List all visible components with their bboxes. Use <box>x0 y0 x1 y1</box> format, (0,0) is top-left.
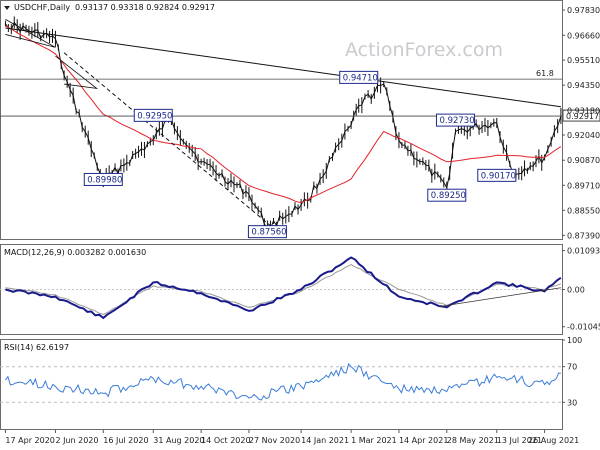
price-annotation-box <box>339 70 379 84</box>
watermark: ActionForex.com <box>345 39 503 61</box>
x-tick-label: 13 Jul 2021 <box>497 436 542 445</box>
x-tick-label: 14 Apr 2021 <box>399 436 448 445</box>
price-series-line <box>4 21 562 230</box>
rsi-title: RSI(14) 62.6197 <box>4 343 69 352</box>
trendline <box>63 52 275 230</box>
price-y-tick-label: 0.88550 <box>567 206 600 215</box>
trendline <box>5 27 561 108</box>
ohlc-values: 0.93137 0.93318 0.92824 0.92917 <box>75 3 215 12</box>
rsi-plot <box>0 362 562 403</box>
price-annotation-box <box>435 113 475 127</box>
x-tick-label: 17 Apr 2020 <box>5 436 54 445</box>
macd-y-tick-label: 0.010935 <box>567 247 600 256</box>
price-y-tick-label: 0.89710 <box>567 181 600 190</box>
x-tick-label: 14 Jan 2021 <box>301 436 349 445</box>
price-annotation-label: 0.89250 <box>431 191 466 201</box>
macd-plot <box>0 256 562 320</box>
macd-title: MACD(12,26,9) 0.003282 0.001630 <box>4 248 146 257</box>
x-tick-label: 1 Mar 2021 <box>351 436 397 445</box>
price-annotation-label: 0.92730 <box>439 116 474 126</box>
price-y-tick-label: 0.95510 <box>567 56 600 65</box>
macd-y-tick-label: 0.00 <box>567 286 585 295</box>
price-annotation-box <box>477 168 517 182</box>
x-tick-label: 28 May 2021 <box>447 436 499 445</box>
price-plot: 61.8 0.92917 0.94710 0.92950 0.92730 0.89980 0… <box>0 16 600 239</box>
collapse-triangle-icon[interactable] <box>4 6 10 10</box>
rsi-y-tick-label: 70 <box>567 363 577 372</box>
price-y-tick-label: 0.93180 <box>567 106 600 115</box>
symbol-label: USDCHF,Daily <box>14 3 70 12</box>
triangle-pattern <box>5 18 56 48</box>
x-tick-label: 2 Jun 2020 <box>55 436 98 445</box>
wedge-pattern <box>55 55 99 89</box>
price-panel-border <box>0 0 563 240</box>
price-annotation-label: 0.89980 <box>87 175 122 185</box>
price-y-tick-label: 0.87390 <box>567 231 600 240</box>
x-tick-label: 14 Oct 2020 <box>201 436 250 445</box>
macd-trendline <box>438 287 561 307</box>
price-y-tick-label: 0.92040 <box>567 131 600 140</box>
price-annotation-label: 0.94710 <box>343 73 378 83</box>
price-y-tick-label: 0.90870 <box>567 156 600 165</box>
price-annotation-box <box>133 108 173 122</box>
current-price-label: 0.92917 <box>566 112 599 121</box>
x-tick-label: 26 Aug 2021 <box>528 436 579 445</box>
rsi-y-tick-label: 100 <box>567 336 582 345</box>
macd-y-tick-label: -0.010459 <box>567 323 600 332</box>
price-y-tick-label: 0.96660 <box>567 31 600 40</box>
x-tick-label: 27 Nov 2020 <box>249 436 300 445</box>
fibonacci-level-label: 61.8 <box>536 69 554 78</box>
price-annotation-box <box>83 172 123 186</box>
price-annotation-box <box>427 188 467 202</box>
x-tick-label: 16 Jul 2020 <box>103 436 148 445</box>
price-annotation-box <box>247 225 287 239</box>
price-annotation-label: 0.90170 <box>481 171 516 181</box>
x-tick-label: 31 Aug 2020 <box>153 436 204 445</box>
price-annotation-label: 0.87560 <box>251 228 286 238</box>
ma-series-line <box>5 25 562 204</box>
rsi-line <box>4 362 561 401</box>
axes: 0.97830 0.96660 0.95510 0.94350 0.93180 0.920… <box>4 6 600 445</box>
price-annotation-label: 0.92950 <box>137 111 172 121</box>
rsi-panel-border <box>0 339 563 430</box>
price-y-tick-label: 0.97830 <box>567 6 600 15</box>
macd-main-line <box>5 256 562 320</box>
current-price-box <box>562 109 600 122</box>
price-y-tick-label: 0.94350 <box>567 81 600 90</box>
rsi-y-tick-label: 30 <box>567 398 577 407</box>
